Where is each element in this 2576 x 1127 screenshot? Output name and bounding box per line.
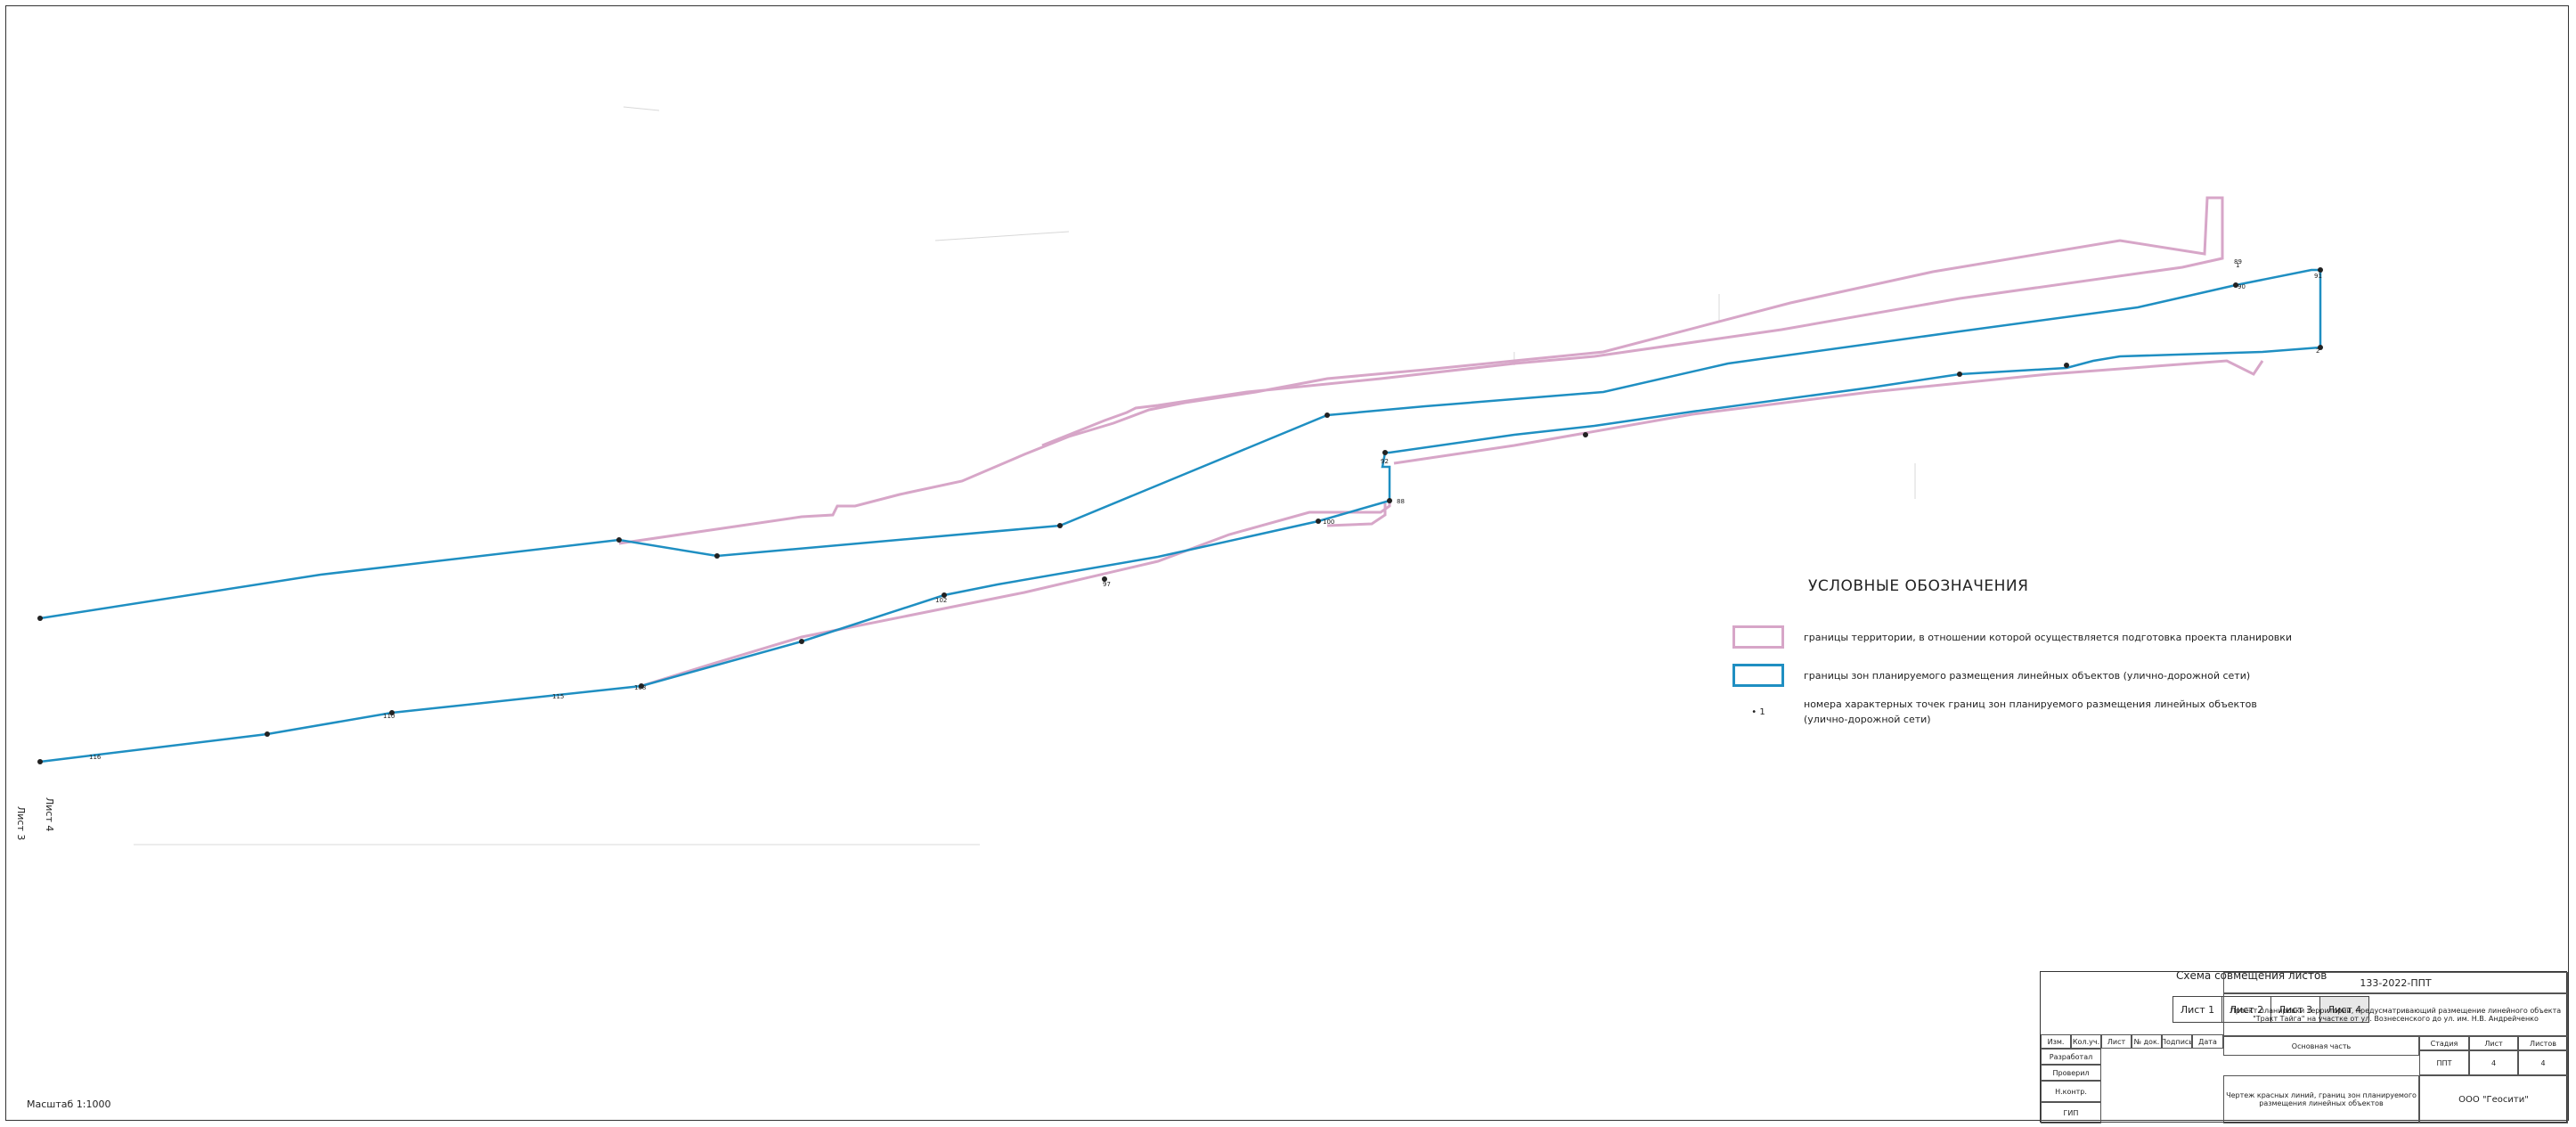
point-markers: [37, 267, 2323, 764]
legend-text: номера характерных точек границ зон план…: [1804, 698, 2257, 725]
point-label: 92: [1381, 458, 1389, 465]
stamp-col: Кол.уч.: [2071, 1034, 2101, 1049]
stamp-row: Проверил: [2041, 1065, 2101, 1081]
stamp-company: ООО "Геосити": [2419, 1075, 2568, 1123]
point-label: 116: [89, 754, 102, 761]
stamp-col: Изм.: [2041, 1034, 2071, 1049]
stamp-col: № док.: [2132, 1034, 2162, 1049]
stamp-code: 133-2022-ППТ: [2223, 972, 2568, 993]
point-label: 89: [2234, 258, 2242, 265]
stamp-section: Основная часть: [2223, 1036, 2419, 1056]
sheet-cell: Лист 4: [2319, 996, 2369, 1023]
background-lines: [134, 106, 1916, 845]
stamp-row: Разработал: [2041, 1049, 2101, 1065]
stamp-col: Дата: [2192, 1034, 2223, 1049]
legend-item-territory: границы территории, в отношении которой …: [1732, 625, 2292, 649]
point-swatch: • 1: [1751, 706, 1765, 717]
point-label: 108: [634, 684, 646, 691]
stamp-col: Подпись: [2162, 1034, 2192, 1049]
territory-swatch: [1732, 625, 1784, 649]
point-label: 2: [2316, 347, 2319, 355]
side-label-sheet-3: Лист 3: [15, 806, 27, 841]
point-label-group: 1 2 88 89 90 91 92 97 100 102 108 110 11…: [89, 258, 2322, 761]
territory-boundary-loop: [1326, 503, 1387, 527]
point-label: 1: [2236, 262, 2239, 269]
stamp-sheet: 4: [2469, 1050, 2518, 1075]
territory-boundary: [618, 196, 2224, 545]
zone-swatch: [1732, 664, 1784, 687]
stamp-row: ГИП: [2041, 1102, 2101, 1123]
point-label: 90: [2238, 283, 2246, 290]
zone-boundary-upper: [39, 268, 2322, 764]
stamp-project: Проект планировки территории, предусматр…: [2223, 993, 2568, 1036]
drawing-frame: [5, 5, 2569, 1121]
point-label: 97: [1103, 581, 1111, 588]
stamp-sheet-header: Лист: [2469, 1036, 2518, 1050]
legend-item-zone: границы зон планируемого размещения лине…: [1732, 664, 2250, 687]
title-block: 133-2022-ППТ Проект планировки территори…: [2040, 971, 2568, 1123]
stamp-col: Лист: [2101, 1034, 2132, 1049]
legend-title: УСЛОВНЫЕ ОБОЗНАЧЕНИЯ: [1808, 577, 2029, 595]
stamp-row: Н.контр.: [2041, 1081, 2101, 1102]
scale-label: Масштаб 1:1000: [27, 1098, 111, 1110]
point-label: 88: [1397, 498, 1405, 505]
territory-boundary-lower-2: [1393, 359, 2264, 465]
sheet-scheme: Лист 1 Лист 2 Лист 3 Лист 4: [2172, 996, 2369, 1023]
point-label: 115: [552, 693, 564, 700]
stamp-sheets-header: Листов: [2518, 1036, 2568, 1050]
stamp-stage: ППТ: [2419, 1050, 2469, 1075]
point-label: 110: [383, 713, 395, 720]
legend-text: границы территории, в отношении которой …: [1804, 631, 2293, 643]
side-label-sheet-4: Лист 4: [44, 797, 55, 832]
legend-text: границы зон планируемого размещения лине…: [1804, 669, 2251, 682]
point-label: 102: [935, 597, 947, 604]
stamp-drawing: Чертеж красных линий, границ зон планиру…: [2223, 1075, 2419, 1123]
legend-item-points: • 1 номера характерных точек границ зон …: [1732, 697, 2303, 727]
stamp-sheets: 4: [2518, 1050, 2568, 1075]
territory-boundary-lower: [640, 499, 1391, 688]
point-label: 100: [1323, 519, 1334, 526]
stamp-stage-header: Стадия: [2419, 1036, 2469, 1050]
point-label: 91: [2314, 273, 2322, 280]
